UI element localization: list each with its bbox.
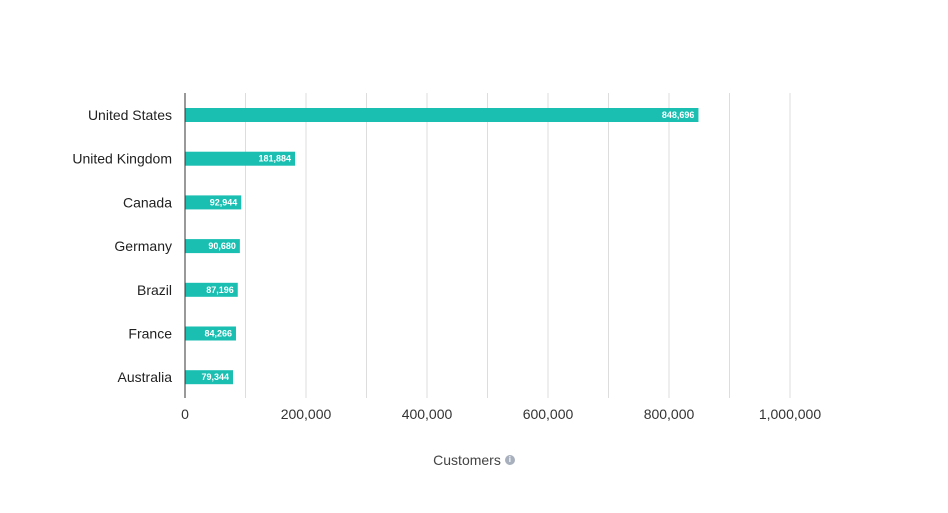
category-label: United Kingdom xyxy=(72,151,172,167)
x-tick-label: 400,000 xyxy=(402,406,453,422)
info-icon[interactable]: i xyxy=(504,455,515,466)
bars: 848,696 181,884 92,944 90,680 87,196 84,266 79… xyxy=(185,108,699,385)
x-tick-label: 0 xyxy=(181,406,189,422)
x-tick-label: 800,000 xyxy=(644,406,695,422)
bar-value-label: 79,344 xyxy=(201,372,229,382)
category-label: Brazil xyxy=(137,282,172,298)
x-axis-title: Customers xyxy=(433,452,501,468)
bar[interactable] xyxy=(185,239,240,254)
bar[interactable] xyxy=(185,326,236,341)
bar-value-label: 90,680 xyxy=(208,241,236,251)
bar-value-label: 87,196 xyxy=(206,285,234,295)
category-label: Australia xyxy=(118,369,173,385)
bar[interactable] xyxy=(185,151,296,166)
category-label: Canada xyxy=(123,194,172,210)
bar[interactable] xyxy=(185,282,238,297)
grid-lines xyxy=(245,93,791,398)
category-label: United States xyxy=(88,107,172,123)
x-tick-label: 1,000,000 xyxy=(759,406,821,422)
bar-value-label: 181,884 xyxy=(258,154,291,164)
category-label: Germany xyxy=(114,238,172,254)
category-labels: United States United Kingdom Canada Germany… xyxy=(72,107,172,385)
bar[interactable] xyxy=(185,370,234,385)
x-tick-label: 600,000 xyxy=(523,406,574,422)
bar[interactable] xyxy=(185,195,242,210)
x-axis-ticks: 0 200,000 400,000 600,000 800,000 1,000,000 xyxy=(181,406,821,422)
category-label: France xyxy=(128,326,172,342)
bar-value-label: 84,266 xyxy=(204,329,232,339)
x-axis-title-row: Customers i xyxy=(0,452,948,468)
bar[interactable] xyxy=(185,108,699,122)
x-tick-label: 200,000 xyxy=(281,406,332,422)
bar-value-label: 848,696 xyxy=(662,110,695,120)
bar-value-label: 92,944 xyxy=(210,197,238,207)
